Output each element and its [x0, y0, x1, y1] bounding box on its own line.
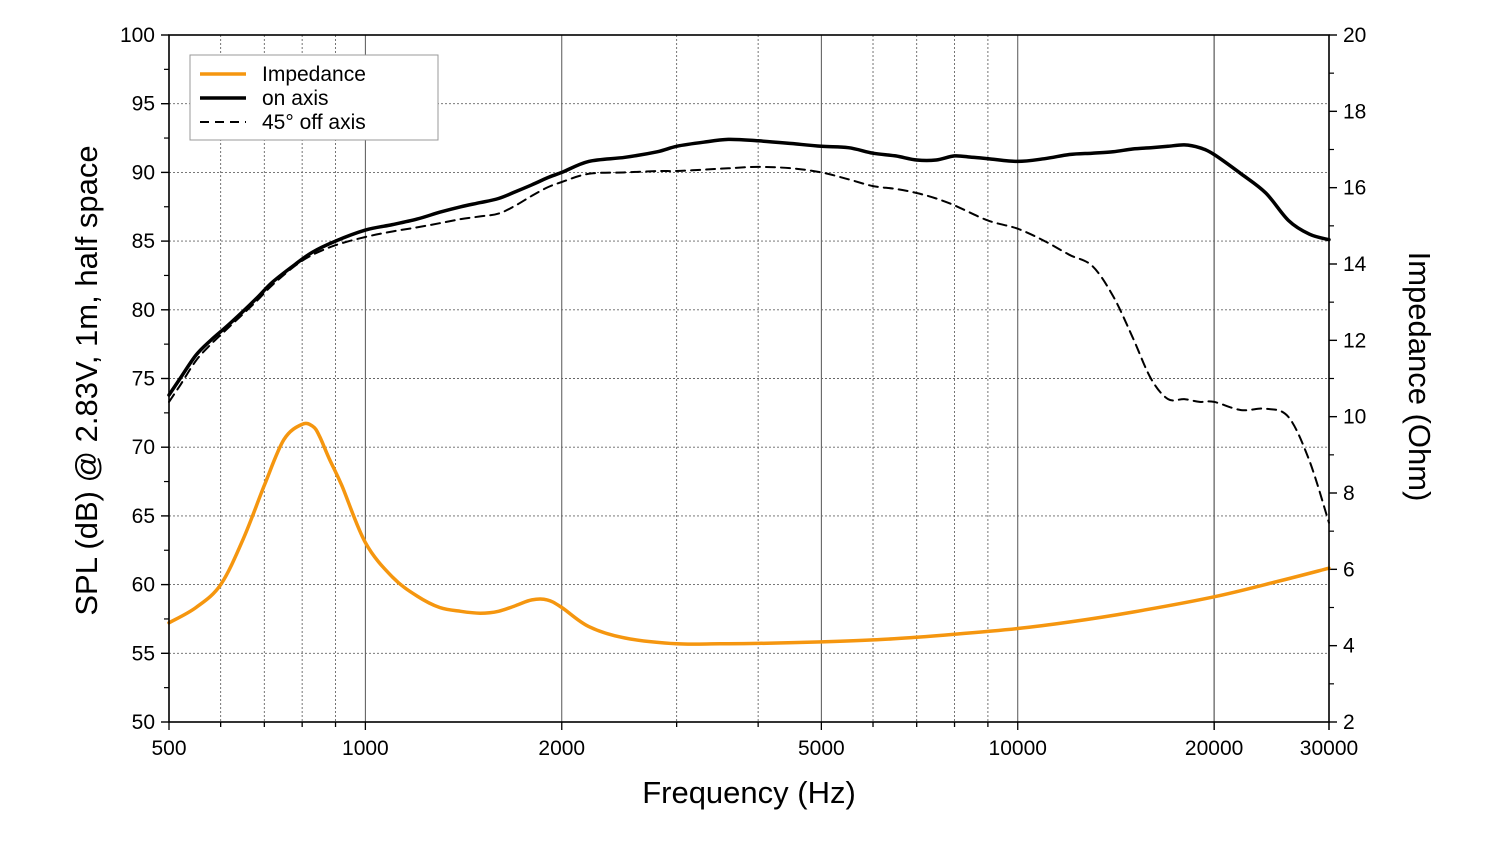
y-left-tick-labels: 50 55 60 65 70 75 80 85 90 95 100 [120, 24, 155, 734]
y-left-tick-label: 65 [132, 505, 155, 528]
series-line-45-off-axis [168, 165, 1330, 524]
y-right-tick-label: 2 [1343, 711, 1355, 734]
y-right-tick-label: 8 [1343, 482, 1355, 505]
y-right-tick-label: 12 [1343, 329, 1366, 352]
y-left-tick-label: 80 [132, 299, 155, 322]
y-right-axis-title: Impedance (Ohm) [1402, 252, 1437, 502]
x-tick-label: 1000 [342, 737, 389, 760]
legend-label-on-axis: on axis [262, 87, 329, 110]
y-left-tick-label: 85 [132, 230, 155, 253]
y-left-axis-title: SPL (dB) @ 2.83V, 1m, half space [69, 145, 104, 615]
legend-label-off-axis: 45° off axis [262, 111, 366, 134]
plot-frame [168, 34, 1330, 723]
series-lines [167, 137, 1331, 646]
y-right-tick-label: 18 [1343, 100, 1366, 123]
x-tick-label: 500 [151, 737, 186, 760]
legend: Impedance on axis 45° off axis [189, 54, 439, 141]
y-left-tick-label: 95 [132, 93, 155, 116]
y-left-tick-label: 100 [120, 24, 155, 47]
y-right-tick-label: 16 [1343, 177, 1366, 200]
y-left-tick-label: 55 [132, 642, 155, 665]
y-right-tick-labels: 2 4 6 8 10 12 14 16 18 20 [1343, 24, 1367, 734]
y-right-tick-label: 14 [1343, 253, 1367, 276]
y-right-tick-label: 6 [1343, 558, 1355, 581]
x-tick-label: 20000 [1185, 737, 1243, 760]
y-left-tick-label: 50 [132, 711, 155, 734]
series-line-impedance [167, 421, 1331, 646]
y-left-tick-label: 70 [132, 436, 155, 459]
x-tick-label: 5000 [798, 737, 845, 760]
x-tick-label: 2000 [538, 737, 585, 760]
y-right-tick-label: 4 [1343, 635, 1355, 658]
x-tick-labels: 500 1000 2000 5000 10000 20000 30000 [151, 737, 1358, 760]
legend-label-impedance: Impedance [262, 63, 366, 86]
x-tick-label: 30000 [1300, 737, 1358, 760]
y-right-tick-label: 10 [1343, 406, 1366, 429]
x-tick-label: 10000 [989, 737, 1047, 760]
y-left-tick-label: 60 [132, 574, 155, 597]
y-left-tick-label: 90 [132, 161, 155, 184]
series-line-on-axis [167, 137, 1331, 397]
x-axis-title: Frequency (Hz) [642, 775, 856, 810]
y-right-tick-label: 20 [1343, 24, 1366, 47]
y-left-tick-label: 75 [132, 368, 155, 391]
